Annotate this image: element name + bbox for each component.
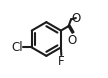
Text: Cl: Cl [11, 41, 23, 54]
Text: F: F [58, 55, 65, 68]
Text: O: O [71, 12, 81, 25]
Text: O: O [68, 34, 77, 47]
